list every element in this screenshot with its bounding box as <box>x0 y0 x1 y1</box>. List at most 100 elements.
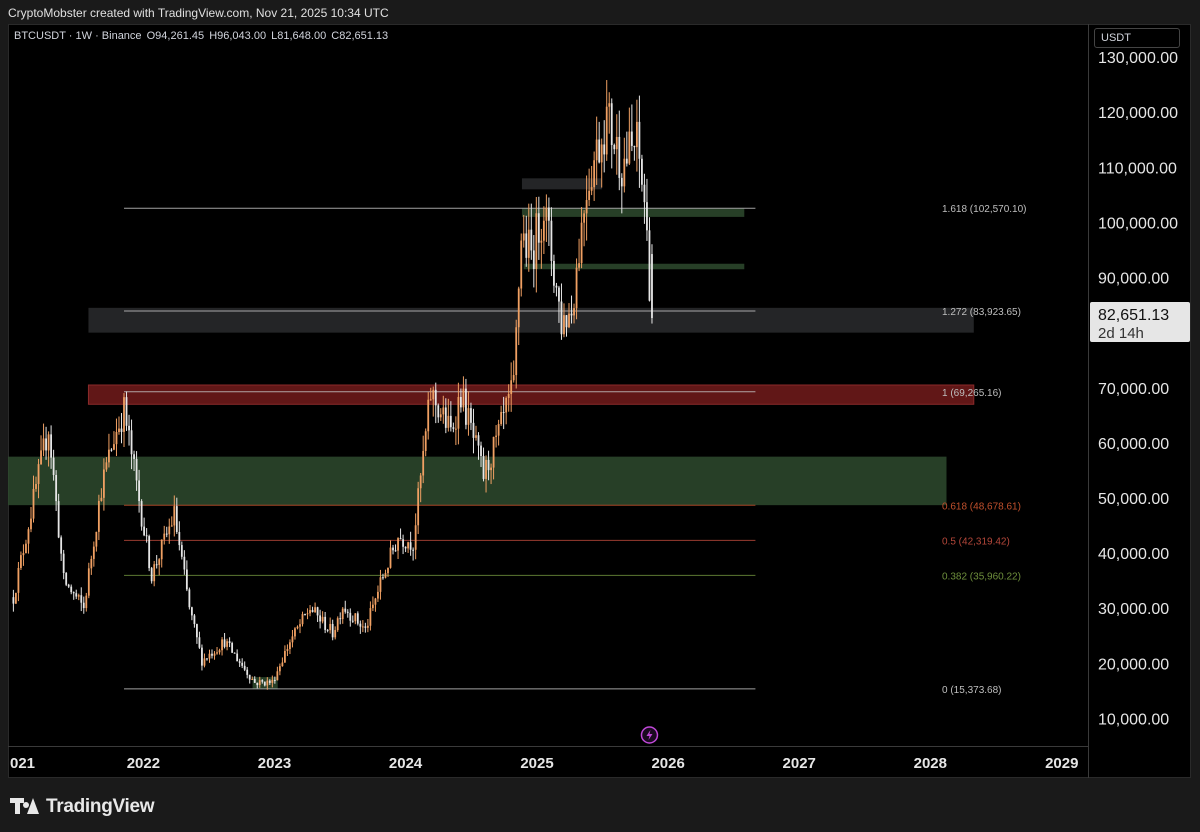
candle-body-41 <box>115 432 118 445</box>
last-price-badge <box>1090 302 1190 343</box>
candle-body-130 <box>339 618 342 620</box>
candle-body-179 <box>462 388 465 408</box>
candle-body-251 <box>643 184 646 203</box>
candle-body-249 <box>638 121 641 159</box>
candle-body-104 <box>273 679 276 681</box>
candle-body-115 <box>301 614 304 625</box>
candle-body-63 <box>170 525 173 527</box>
candle-body-126 <box>329 623 332 631</box>
candle-body-97 <box>256 682 259 686</box>
candle-body-14 <box>47 434 50 451</box>
candle-body-96 <box>253 679 256 683</box>
legend-open: O94,261.45 <box>146 30 205 42</box>
candle-body-174 <box>449 415 452 428</box>
candle-body-202 <box>520 240 523 289</box>
candle-body-113 <box>296 626 299 629</box>
tradingview-logo[interactable]: TradingView <box>10 796 155 818</box>
candle-body-100 <box>263 681 266 686</box>
candle-body-78 <box>208 653 211 659</box>
candle-body-72 <box>193 615 196 625</box>
candle-body-44 <box>123 397 125 432</box>
y-tick-label-0: 130,000.00 <box>1098 50 1178 67</box>
candle-body-16 <box>52 457 55 475</box>
candle-body-245 <box>628 131 631 164</box>
candle-body-176 <box>454 428 457 430</box>
y-tick-label-9: 40,000.00 <box>1098 546 1169 563</box>
candle-body-229 <box>588 190 591 201</box>
candle-body-11 <box>40 450 42 465</box>
candle-body-223 <box>573 308 575 316</box>
tradingview-logo-icon <box>10 798 40 816</box>
candle-body-210 <box>540 240 543 243</box>
candle-body-47 <box>130 430 133 455</box>
candle-body-172 <box>444 407 447 428</box>
candle-body-38 <box>108 449 110 463</box>
legend-low: L81,648.00 <box>271 30 327 42</box>
candle-body-85 <box>226 641 228 647</box>
candle-body-42 <box>118 428 120 433</box>
candle-body-25 <box>75 593 78 597</box>
x-tick-label-0: 021 <box>10 755 35 772</box>
candle-body-110 <box>289 642 291 650</box>
candle-body-95 <box>251 679 254 681</box>
candle-body-145 <box>377 591 379 599</box>
candle-body-129 <box>336 618 339 631</box>
candle-body-102 <box>268 680 271 683</box>
candle-body-146 <box>379 577 382 592</box>
candle-body-139 <box>361 626 364 628</box>
candle-body-99 <box>261 680 264 682</box>
fib-label-4: 0.5 (42,319.42) <box>942 536 1010 547</box>
candle-body-217 <box>558 287 560 302</box>
candle-body-153 <box>397 538 399 551</box>
candle-body-182 <box>470 408 472 423</box>
candle-body-220 <box>565 315 568 328</box>
candle-body-138 <box>359 623 362 627</box>
candle-body-152 <box>394 550 397 552</box>
candle-body-188 <box>485 459 487 479</box>
fib-label-5: 0.382 (35,960.22) <box>942 571 1021 582</box>
candle-body-108 <box>284 651 286 663</box>
candle-body-147 <box>382 577 384 579</box>
candle-body-66 <box>178 532 181 546</box>
fib-label-1: 1.272 (83,923.65) <box>942 307 1021 318</box>
currency-selector[interactable]: USDT <box>1094 28 1180 48</box>
candle-body-87 <box>231 643 234 653</box>
candle-body-98 <box>258 680 261 686</box>
candle-body-15 <box>50 434 53 458</box>
fib-label-3: 0.618 (48,678.61) <box>942 501 1021 512</box>
candle-body-149 <box>387 567 389 574</box>
y-tick-label-8: 50,000.00 <box>1098 491 1169 508</box>
candle-body-187 <box>482 455 485 479</box>
candle-body-35 <box>100 497 103 501</box>
y-tick-label-7: 60,000.00 <box>1098 436 1169 453</box>
candle-body-43 <box>120 428 123 432</box>
candle-body-90 <box>238 661 241 663</box>
candle-body-83 <box>221 639 223 651</box>
candle-body-64 <box>173 506 176 526</box>
candle-body-26 <box>77 595 80 597</box>
candle-body-70 <box>188 589 191 608</box>
candle-body-75 <box>201 647 203 666</box>
candle-body-9 <box>35 484 37 489</box>
candle-body-150 <box>389 547 392 568</box>
candle-body-209 <box>537 213 540 243</box>
candle-body-160 <box>414 525 417 550</box>
candle-body-177 <box>457 396 460 429</box>
candle-body-123 <box>321 616 324 622</box>
candle-body-133 <box>346 611 349 613</box>
zone-green-2 <box>8 456 947 506</box>
candle-body-48 <box>133 454 135 459</box>
candle-body-215 <box>553 260 555 286</box>
candle-body-192 <box>495 435 498 437</box>
candle-body-57 <box>155 564 158 566</box>
candle-body-148 <box>384 573 387 578</box>
candle-body-28 <box>82 602 85 609</box>
candle-body-159 <box>412 549 415 551</box>
candle-body-86 <box>228 641 231 644</box>
candle-body-118 <box>309 610 311 614</box>
candle-body-207 <box>532 250 535 269</box>
candle-body-1 <box>14 592 17 604</box>
candle-body-230 <box>590 187 593 191</box>
candle-body-244 <box>625 158 628 164</box>
